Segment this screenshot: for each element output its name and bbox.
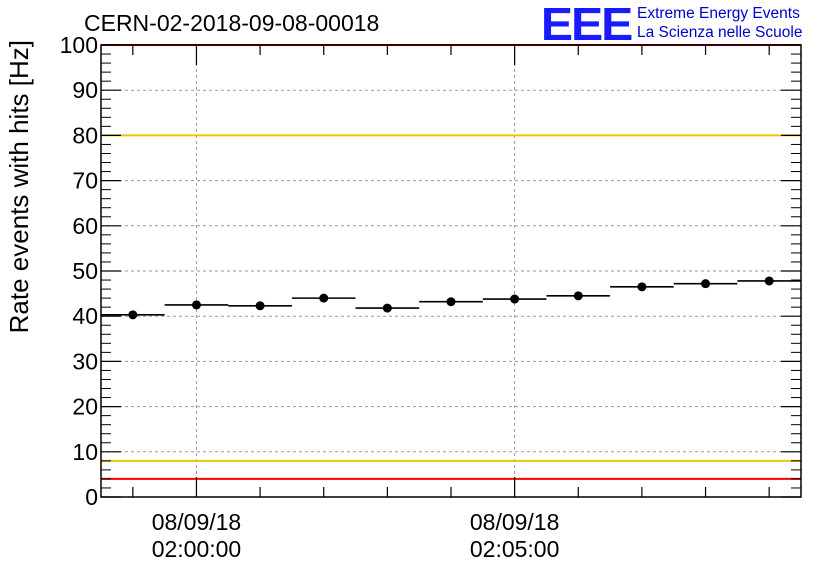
data-point	[510, 294, 520, 304]
y-axis-title: Rate events with hits [Hz]	[4, 40, 34, 333]
x-tick-label-date: 08/09/18	[152, 509, 242, 535]
chart-title: CERN-02-2018-09-08-00018	[84, 10, 380, 36]
y-tick-label: 80	[72, 122, 98, 148]
grid-lines	[101, 45, 801, 497]
data-points	[101, 276, 801, 320]
reference-lines	[101, 44, 801, 480]
eee-logo-text: Extreme Energy Events La Scienza nelle S…	[637, 4, 802, 42]
y-tick-label: 0	[85, 484, 98, 510]
y-tick-label: 100	[60, 32, 98, 58]
x-tick-label-date: 08/09/18	[470, 509, 560, 535]
y-tick-label: 10	[72, 439, 98, 465]
data-point	[255, 301, 265, 311]
data-point	[319, 293, 329, 303]
y-tick-label: 30	[72, 348, 98, 374]
data-point	[573, 291, 583, 301]
y-tick-label: 40	[72, 303, 98, 329]
logo-line-1: Extreme Energy Events	[637, 5, 800, 22]
y-tick-label: 50	[72, 258, 98, 284]
y-tick-label: 20	[72, 394, 98, 420]
data-point	[191, 300, 201, 310]
eee-logo-mark: EEE	[540, 0, 633, 50]
y-tick-label: 90	[72, 77, 98, 103]
data-point	[446, 297, 456, 307]
logo-line-2: La Scienza nelle Scuole	[637, 24, 803, 41]
y-tick-label: 60	[72, 213, 98, 239]
y-tick-labels: 0 10 20 30 40 50 60 70 80 90 100	[60, 32, 98, 510]
data-point	[701, 279, 711, 289]
axis-ticks	[101, 44, 801, 498]
x-tick-label-time: 02:00:00	[152, 536, 242, 562]
data-point	[382, 303, 392, 313]
data-point	[128, 310, 138, 320]
data-point	[637, 282, 647, 292]
y-tick-label: 70	[72, 168, 98, 194]
x-tick-label-time: 02:05:00	[470, 536, 560, 562]
data-point	[764, 276, 774, 286]
